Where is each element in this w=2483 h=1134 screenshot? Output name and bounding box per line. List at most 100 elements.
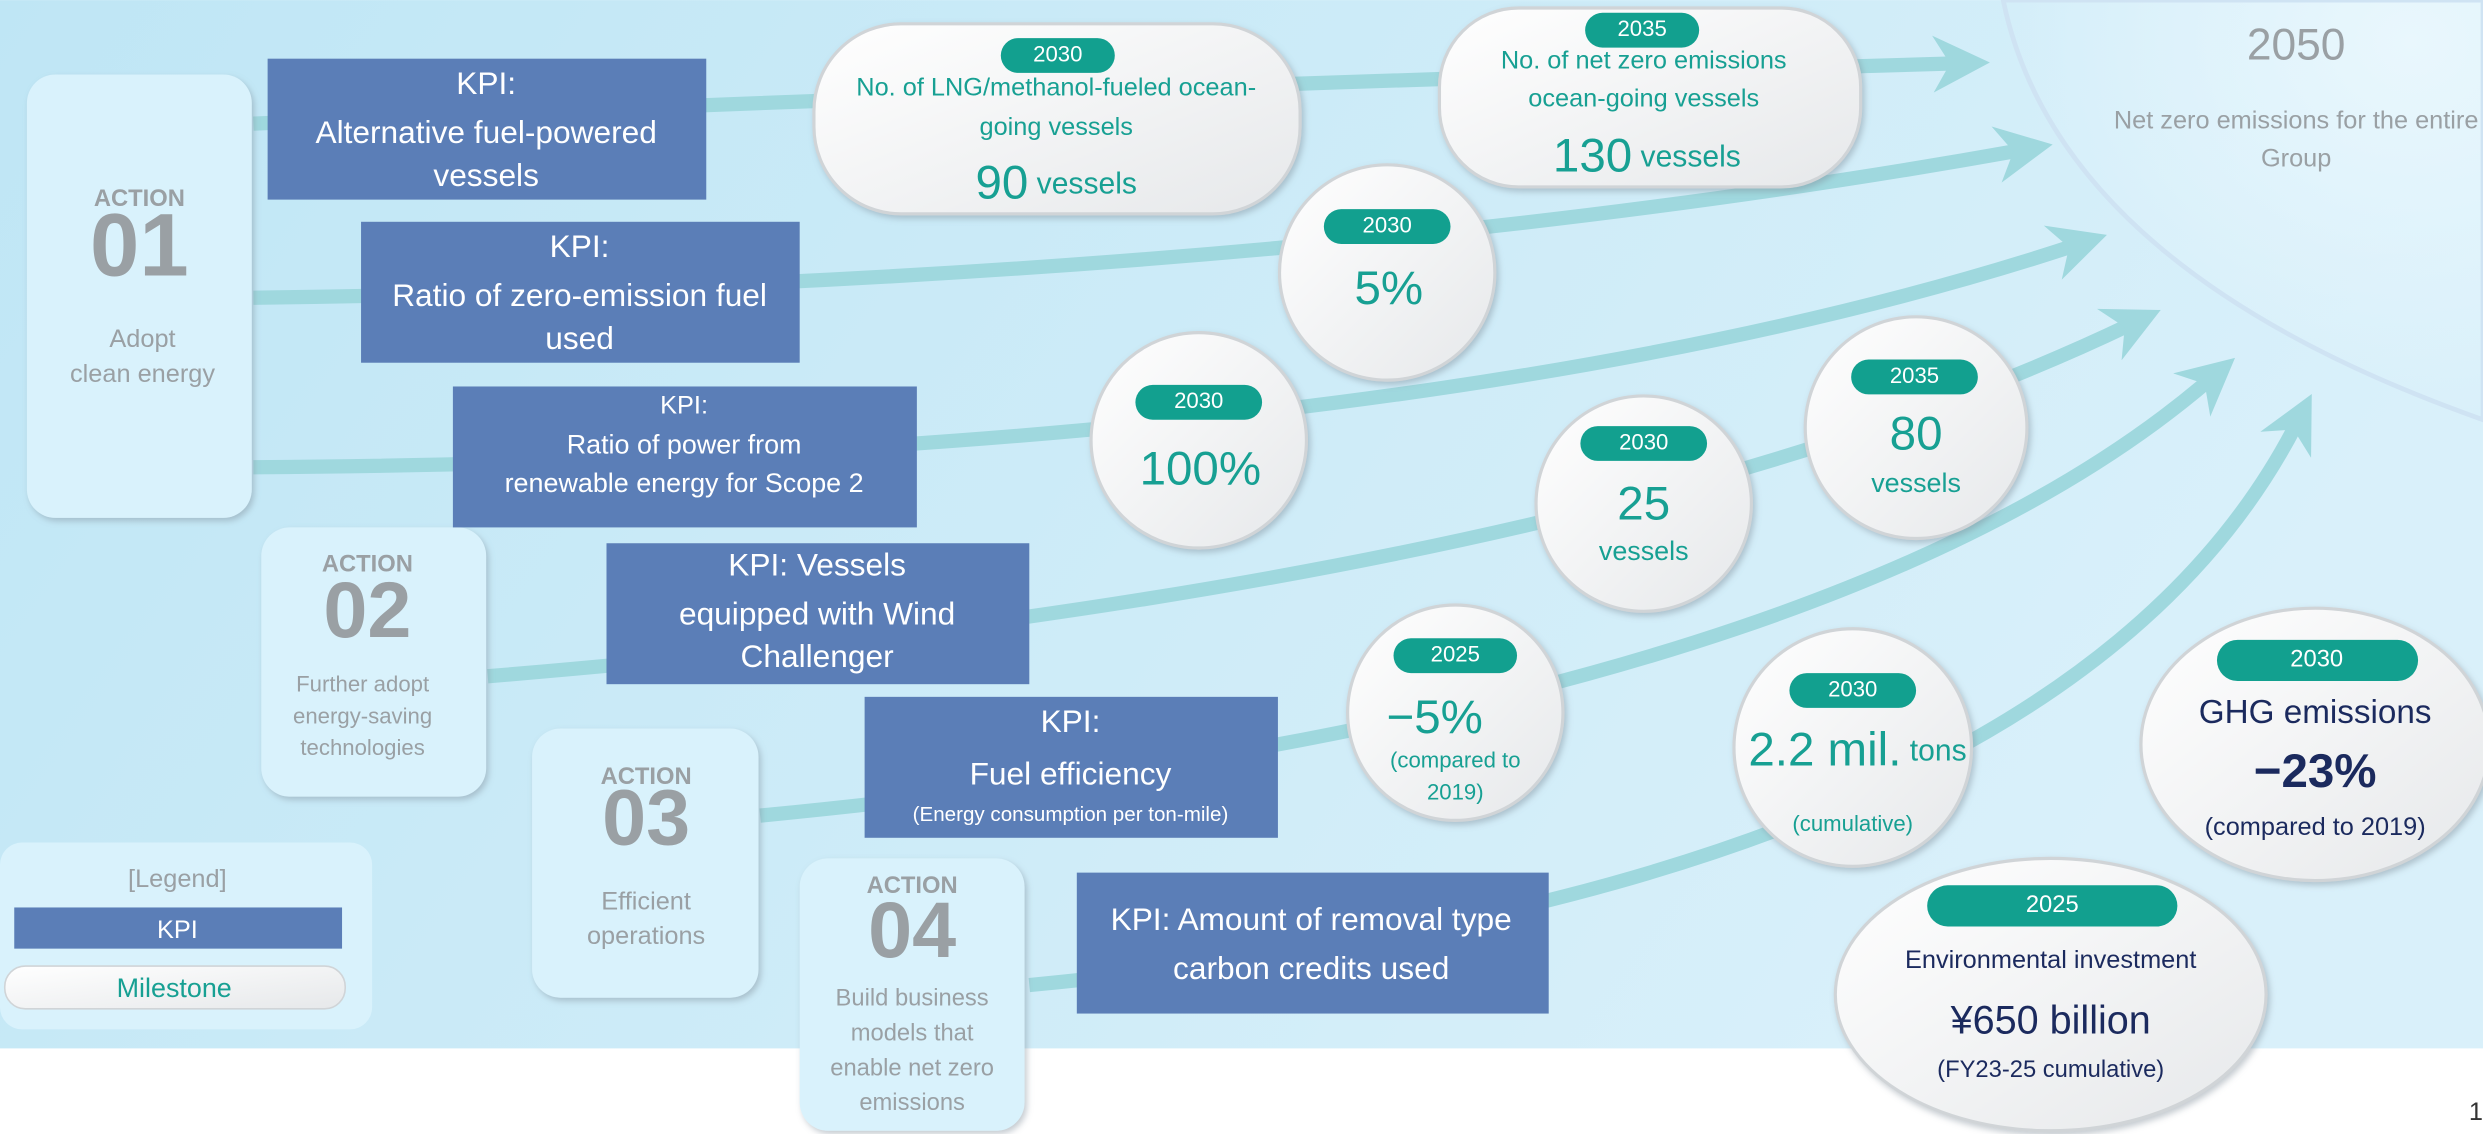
text: Group <box>2261 145 2331 173</box>
lines: vessels <box>433 157 539 193</box>
lines: carbon credits used <box>1173 950 1449 986</box>
year: 2050 <box>2247 20 2346 69</box>
year-badge <box>1000 38 1115 73</box>
description: Build business <box>836 985 989 1012</box>
kpi: KPI <box>157 916 198 944</box>
year: 2035 <box>1617 16 1666 41</box>
number: 04 <box>868 885 956 974</box>
year: 2030 <box>1174 388 1223 413</box>
caption: Environmental investment <box>1905 946 2196 974</box>
year: 2025 <box>2026 891 2079 918</box>
value: ¥650 billion <box>1950 999 2151 1043</box>
label: ACTION <box>601 763 692 790</box>
caption: GHG emissions <box>2199 694 2432 731</box>
number: 01 <box>90 195 189 294</box>
kpi-box <box>452 386 917 528</box>
description: Efficient <box>601 887 691 915</box>
year-badge <box>1927 885 2178 927</box>
kpi-box <box>267 58 707 200</box>
kpi-box <box>864 696 1278 838</box>
value: −23% <box>2254 745 2377 798</box>
label: ACTION <box>94 185 185 212</box>
description: energy-saving <box>293 703 432 728</box>
lines: KPI: Amount of removal type <box>1111 901 1512 937</box>
value: 2.2 mil. <box>1748 723 1901 776</box>
goal-arc <box>2000 0 2483 423</box>
lines: KPI: <box>660 392 708 420</box>
year: 2035 <box>1890 363 1939 388</box>
caption: No. of LNG/methanol-fueled ocean- <box>856 73 1256 101</box>
caption: No. of net zero emissions <box>1501 47 1787 75</box>
description: technologies <box>300 735 424 760</box>
lines: KPI: Vessels <box>728 546 906 582</box>
lines: (Energy consumption per ton-mile) <box>913 803 1229 826</box>
year-badge <box>2216 639 2419 682</box>
note: 2019) <box>1427 779 1484 804</box>
lines: KPI: <box>550 228 610 264</box>
description: Adopt <box>109 325 175 353</box>
lines: Alternative fuel-powered <box>315 114 656 150</box>
year: 2030 <box>1363 212 1412 237</box>
lines: equipped with Wind <box>679 595 955 631</box>
value: 5% <box>1354 262 1423 315</box>
year-badge <box>1323 209 1451 244</box>
description: Further adopt <box>296 672 429 697</box>
action-boxes <box>26 74 1025 1131</box>
description: emissions <box>859 1089 965 1116</box>
year: 2030 <box>1033 41 1082 66</box>
kpi-box <box>606 543 1030 685</box>
title: [Legend] <box>128 865 227 893</box>
lines: KPI: <box>456 65 516 101</box>
label: ACTION <box>867 872 958 899</box>
year-badge <box>1585 12 1700 48</box>
caption: ocean-going vessels <box>1528 85 1759 113</box>
year-badges <box>1000 12 2419 927</box>
number: 02 <box>323 565 411 654</box>
number: 03 <box>602 772 690 861</box>
year-badge <box>1789 673 1917 708</box>
label: ACTION <box>322 551 413 578</box>
year: 2030 <box>2290 646 2343 673</box>
lines: Challenger <box>741 638 895 674</box>
unit: vessels <box>1599 536 1689 566</box>
action-box <box>799 858 1025 1131</box>
year-badge <box>1851 359 1978 395</box>
kpi-box <box>1076 872 1549 1014</box>
milestone: Milestone <box>117 973 232 1003</box>
unit: tons <box>1901 734 1966 767</box>
legend-milestone-swatch <box>3 965 347 1010</box>
legend-kpi-swatch <box>14 907 343 949</box>
milestone-shape <box>1833 856 2268 1133</box>
lines: used <box>545 320 614 356</box>
milestone-value: 90 vessels <box>975 156 1137 209</box>
year: 2025 <box>1431 642 1480 667</box>
lines: renewable energy for Scope 2 <box>505 468 864 498</box>
milestone-shape <box>1089 331 1309 550</box>
year: 2030 <box>1828 676 1877 701</box>
unit: vessels <box>1028 167 1137 200</box>
description: operations <box>587 922 705 950</box>
milestone-shape <box>812 22 1302 216</box>
value: 90 <box>975 156 1028 209</box>
description: models that <box>851 1019 974 1046</box>
caption: going vessels <box>979 113 1132 141</box>
description: clean energy <box>70 360 215 388</box>
unit: vessels <box>1632 140 1741 173</box>
action-box <box>532 728 759 998</box>
year-badge <box>1393 638 1518 674</box>
note: (cumulative) <box>1792 811 1913 836</box>
note: (FY23-25 cumulative) <box>1937 1056 2164 1083</box>
action-box <box>26 74 252 518</box>
milestone-value: 130 vessels <box>1553 129 1741 182</box>
page-number: 10 <box>2469 1098 2483 1126</box>
lines: KPI: <box>1041 703 1101 739</box>
note: (compared to <box>1390 748 1521 773</box>
value: 25 <box>1617 477 1670 530</box>
description: enable net zero <box>830 1054 994 1081</box>
unit: vessels <box>1871 468 1961 498</box>
lines: Ratio of zero-emission fuel <box>392 277 767 313</box>
value: 80 <box>1890 408 1943 461</box>
lines: Ratio of power from <box>567 430 802 460</box>
kpi-boxes <box>267 58 1549 1014</box>
